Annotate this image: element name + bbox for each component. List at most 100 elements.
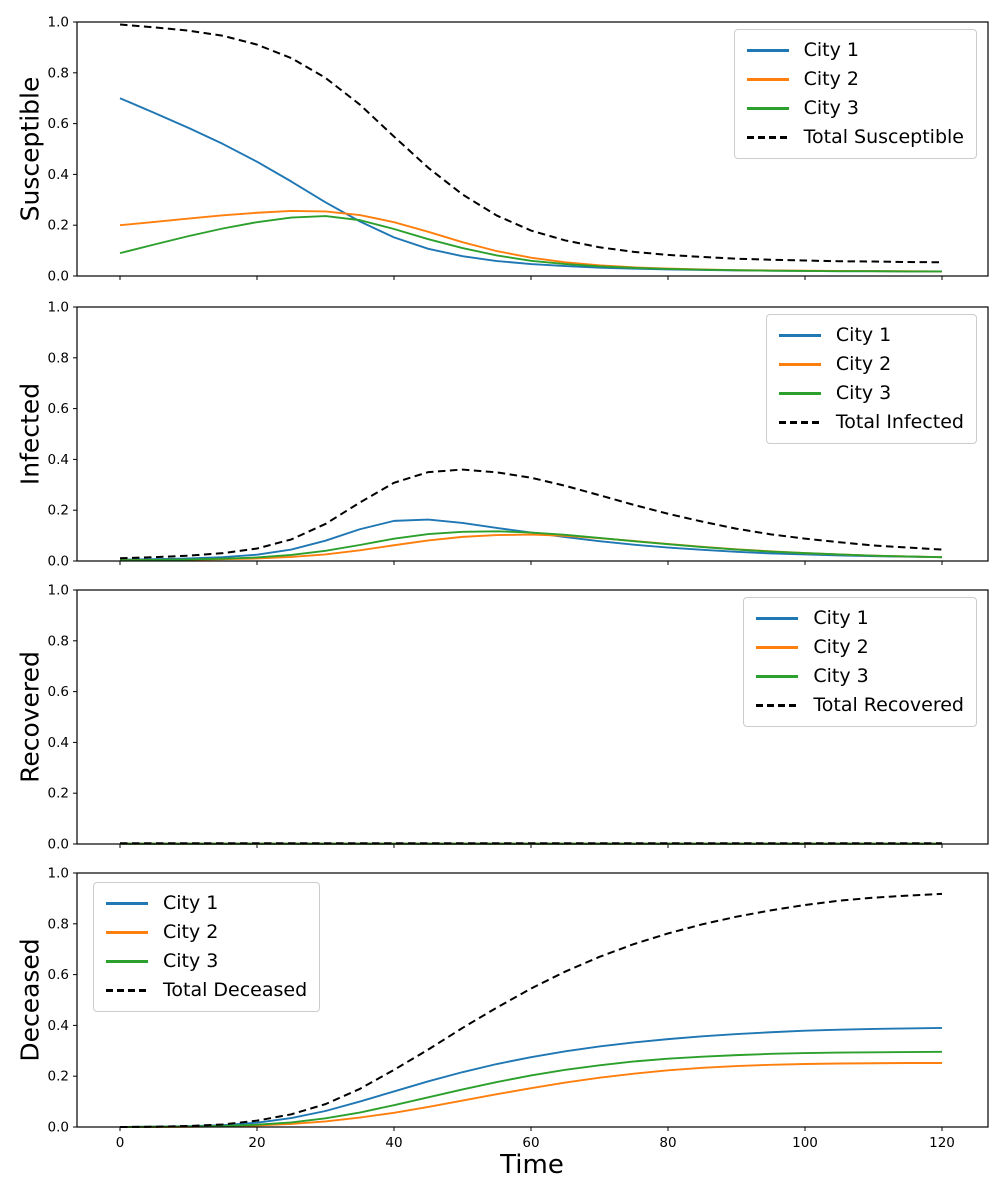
plot-border (76, 306, 989, 562)
x-tick-label: 120 (929, 1135, 955, 1151)
plot-border (76, 872, 989, 1128)
subplot-deceased: 0.0 0.2 0.4 0.6 0.8 1.0 0 20 40 60 80 100 120 (48, 866, 989, 1151)
legend-label: City 1 (813, 607, 869, 629)
legend-row: City 2 (746, 65, 964, 94)
curve-city-1-deceased (119, 1026, 943, 1128)
subplot-infected: 0.0 0.2 0.4 0.6 0.8 1.0 (48, 300, 989, 570)
y-tick-label: 1.0 (48, 583, 69, 599)
y-tick-label: 0.0 (48, 554, 69, 570)
plot-border (76, 21, 989, 277)
legend-label: City 2 (813, 636, 869, 658)
curve-city-2-susceptible (119, 210, 943, 273)
legend-label: City 3 (835, 382, 892, 404)
y-tick-label: 0.4 (48, 1018, 69, 1034)
y-axis-label-infected: Infected (15, 382, 45, 486)
x-tick-label: 0 (116, 1135, 125, 1151)
legend-label: City 1 (803, 39, 859, 61)
y-tick-label: 0.0 (48, 269, 69, 285)
y-axis-label-recovered: Recovered (15, 651, 45, 783)
y-tick-label: 0.6 (48, 116, 69, 132)
legend-row: Total Infected (778, 408, 964, 437)
curve-total-infected-infected (119, 468, 943, 560)
line-icon (746, 107, 789, 110)
legend-label: City 2 (803, 68, 859, 90)
line-icon (106, 931, 148, 934)
legend-label: City 2 (835, 353, 892, 375)
y-tick-label: 1.0 (48, 866, 69, 882)
subplot-susceptible: 0.0 0.2 0.4 0.6 0.8 1.0 (48, 15, 989, 285)
curve-total-susceptible-susceptible (119, 23, 943, 264)
line-icon (778, 334, 821, 337)
legend-infected: City 1 City 2 City 3 Total Infected (765, 314, 977, 444)
legend-row: City 1 (746, 36, 964, 65)
curve-city-3-susceptible (119, 215, 942, 273)
x-tick-label: 60 (522, 1135, 539, 1151)
legend-label: City 3 (813, 665, 869, 687)
legend-label: City 1 (835, 324, 892, 346)
y-tick-label: 0.2 (48, 786, 69, 802)
line-icon (746, 78, 789, 81)
x-tick-label: 100 (792, 1135, 818, 1151)
line-icon (756, 675, 799, 678)
y-tick-label: 0.6 (48, 401, 69, 417)
legend-recovered: City 1 City 2 City 3 Total Recovered (743, 597, 977, 727)
legend-row: City 1 (106, 889, 307, 918)
x-tick-label: 40 (385, 1135, 402, 1151)
y-tick-label: 0.4 (48, 167, 69, 183)
line-icon (778, 392, 821, 395)
y-tick-label: 1.0 (48, 300, 69, 316)
y-axis-label-susceptible: Susceptible (15, 76, 45, 222)
legend-row: City 2 (756, 633, 964, 662)
legend-row: City 3 (746, 94, 964, 123)
dashed-line-icon (746, 136, 789, 139)
y-tick-label: 0.8 (48, 916, 69, 932)
curve-city-2-deceased (120, 1062, 942, 1128)
y-tick-label: 0.4 (48, 452, 69, 468)
curve-total-deceased-deceased (119, 892, 943, 1128)
legend-label: Total Deceased (163, 979, 308, 1001)
dashed-line-icon (778, 421, 821, 424)
line-icon (746, 49, 789, 52)
y-tick-label: 0.8 (48, 633, 69, 649)
y-tick-label: 0.0 (48, 1120, 69, 1136)
curve-city-3-infected (119, 530, 943, 562)
x-tick-label: 80 (659, 1135, 676, 1151)
legend-row: City 2 (778, 350, 964, 379)
legend-row: City 3 (106, 947, 307, 976)
legend-label: Total Infected (835, 411, 964, 433)
legend-row: City 1 (778, 321, 964, 350)
y-tick-label: 0.0 (48, 837, 69, 853)
x-axis-label: Time (500, 1150, 564, 1180)
legend-label: City 3 (163, 950, 219, 972)
curve-city-3-deceased (119, 1050, 943, 1128)
legend-row: City 3 (778, 379, 964, 408)
line-icon (756, 646, 799, 649)
y-tick-label: 0.8 (48, 65, 69, 81)
dashed-line-icon (106, 989, 148, 992)
legend-row: Total Recovered (756, 691, 964, 720)
legend-row: City 1 (756, 604, 964, 633)
y-tick-label: 0.6 (48, 967, 69, 983)
legend-row: Total Susceptible (746, 123, 964, 152)
dashed-line-icon (756, 704, 799, 707)
x-tick-label: 20 (248, 1135, 265, 1151)
legend-deceased: City 1 City 2 City 3 Total Deceased (93, 882, 321, 1012)
y-tick-label: 0.8 (48, 350, 69, 366)
legend-row: Total Deceased (106, 976, 307, 1005)
y-axis-label-deceased: Deceased (15, 938, 45, 1062)
line-icon (106, 902, 148, 905)
legend-label: Total Recovered (813, 694, 964, 716)
line-icon (106, 960, 148, 963)
subplot-recovered: 0.0 0.2 0.4 0.6 0.8 1.0 (48, 583, 989, 853)
plot-border (76, 589, 989, 845)
y-tick-label: 0.6 (48, 684, 69, 700)
legend-label: Total Susceptible (803, 126, 964, 148)
legend-label: City 1 (163, 892, 219, 914)
legend-label: City 3 (803, 97, 859, 119)
legend-label: City 2 (163, 921, 219, 943)
y-tick-label: 0.2 (48, 503, 69, 519)
y-tick-label: 0.2 (48, 218, 69, 234)
y-tick-label: 0.4 (48, 735, 69, 751)
